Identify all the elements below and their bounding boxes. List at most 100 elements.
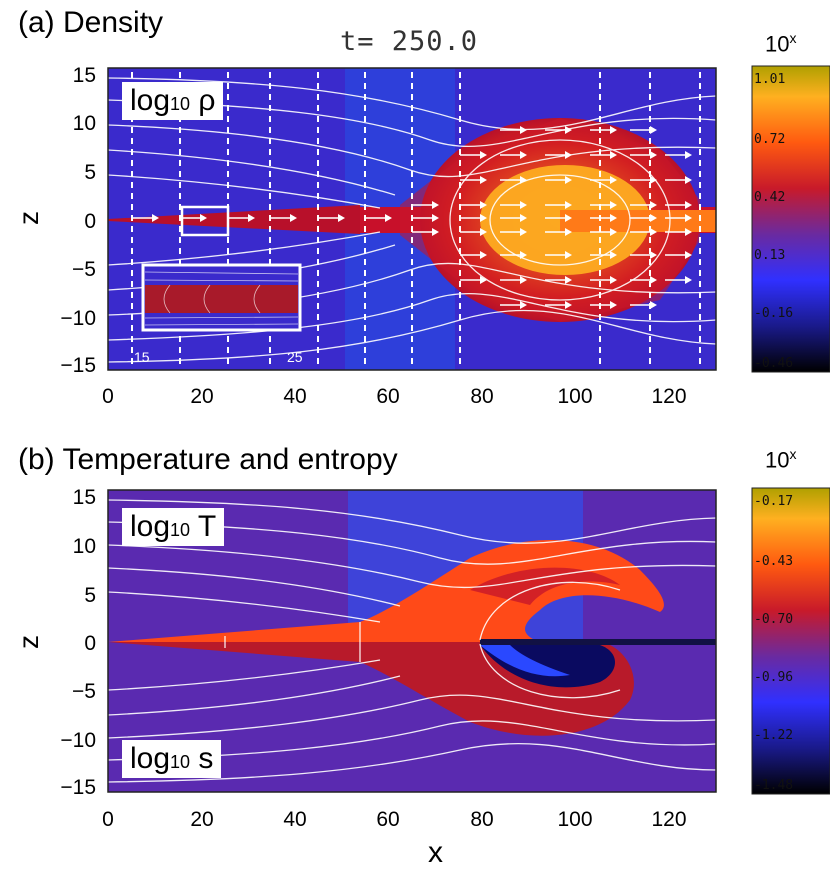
velocity-arrow [665, 151, 692, 159]
colorbar-b-label: 10x [765, 446, 797, 473]
x-tick-b: 120 [651, 808, 687, 831]
y-tick-b: −5 [72, 680, 96, 703]
velocity-arrow [630, 151, 657, 159]
y-tick-a: 15 [72, 64, 96, 87]
x-tick-b: 80 [470, 808, 494, 831]
z-axis-label-a: z [13, 211, 44, 225]
inset-marker [180, 205, 230, 237]
velocity-arrow [412, 201, 439, 209]
velocity-arrow [500, 201, 527, 209]
x-tick-b: 20 [190, 808, 214, 831]
y-tick-b: 10 [72, 535, 96, 558]
x-tick-a: 40 [283, 385, 307, 408]
velocity-arrow [545, 228, 572, 236]
temperature-field-label: log10 T [122, 508, 225, 546]
colorbar-a-tick: -0.16 [754, 306, 794, 321]
velocity-arrow [460, 201, 487, 209]
velocity-arrow [630, 201, 657, 209]
inset-tick-right: 25 [287, 349, 303, 365]
velocity-arrow [365, 214, 392, 222]
velocity-arrow [545, 276, 572, 284]
velocity-arrow [180, 214, 207, 222]
velocity-arrow [270, 214, 297, 222]
velocity-arrow [500, 176, 527, 184]
velocity-arrow [545, 201, 572, 209]
colorbar-b-tick: -0.43 [754, 554, 794, 569]
x-tick-a: 100 [557, 385, 593, 408]
temperature-shell [108, 539, 664, 642]
time-label: t= 250.0 [340, 26, 479, 57]
panel-a-title: (a) Density [18, 6, 164, 39]
density-plot [107, 65, 830, 373]
colorbar-b-tick: -1.22 [754, 728, 794, 743]
velocity-arrow [590, 214, 617, 222]
y-tick-a: 0 [84, 210, 96, 233]
velocity-arrow [590, 251, 617, 259]
velocity-arrow [545, 151, 572, 159]
colorbar-a-tick: 0.13 [754, 248, 786, 263]
y-tick-b: 5 [84, 584, 96, 607]
velocity-arrow [630, 301, 657, 309]
inset-tick-left: 15 [134, 349, 150, 365]
colorbar-b-tick: -0.96 [754, 670, 794, 685]
arrow-grid [132, 126, 692, 309]
velocity-arrow [665, 228, 692, 236]
velocity-arrow [665, 251, 692, 259]
y-tick-a: −10 [60, 307, 96, 330]
x-tick-b: 40 [283, 808, 307, 831]
y-tick-b: −15 [60, 776, 96, 799]
velocity-arrow [665, 214, 692, 222]
x-axis-label: x [428, 836, 443, 869]
velocity-arrow [460, 228, 487, 236]
colorbar-b [751, 487, 830, 795]
y-tick-a: 5 [84, 161, 96, 184]
entropy-field-label: log10 s [122, 740, 222, 778]
y-tick-a: −5 [72, 258, 96, 281]
density-jet [108, 205, 360, 234]
velocity-arrow [500, 276, 527, 284]
y-tick-b: 15 [72, 486, 96, 509]
colorbar-a [751, 65, 830, 373]
y-tick-b: −10 [60, 729, 96, 752]
y-tick-a: −15 [60, 354, 96, 377]
panel-b-title: (b) Temperature and entropy [18, 443, 398, 476]
velocity-arrow [500, 126, 527, 134]
colorbar-a-tick: 0.72 [754, 132, 786, 147]
velocity-arrow [545, 301, 572, 309]
inset-zoom [141, 263, 302, 332]
velocity-arrow [590, 276, 617, 284]
velocity-arrow [228, 214, 255, 222]
velocity-arrow [545, 176, 572, 184]
velocity-arrow [460, 251, 487, 259]
velocity-arrow [460, 214, 487, 222]
colorbar-a-label: 10x [765, 30, 797, 57]
velocity-arrow [590, 176, 617, 184]
colorbar-b-tick: -0.17 [754, 494, 794, 509]
x-tick-a: 120 [651, 385, 687, 408]
colorbar-a-tick: 1.01 [754, 72, 786, 87]
x-tick-a: 20 [190, 385, 214, 408]
z-axis-label-b: z [13, 635, 44, 649]
velocity-arrow [545, 251, 572, 259]
velocity-arrow [630, 126, 657, 134]
velocity-arrow [590, 228, 617, 236]
x-tick-b: 0 [102, 808, 114, 831]
x-tick-b: 100 [557, 808, 593, 831]
velocity-arrow [590, 301, 617, 309]
velocity-arrow [590, 201, 617, 209]
velocity-arrow [460, 276, 487, 284]
velocity-arrow [665, 176, 692, 184]
velocity-arrow [545, 214, 572, 222]
colorbar-a-tick: 0.42 [754, 190, 786, 205]
velocity-arrow [460, 176, 487, 184]
x-tick-b: 60 [376, 808, 400, 831]
density-field-label: log10 ρ [122, 82, 224, 120]
y-tick-b: 0 [84, 632, 96, 655]
velocity-arrow [500, 228, 527, 236]
x-tick-a: 60 [376, 385, 400, 408]
velocity-arrow [500, 151, 527, 159]
x-tick-a: 0 [102, 385, 114, 408]
velocity-arrow [630, 276, 657, 284]
velocity-arrow [665, 276, 692, 284]
velocity-arrow [318, 214, 345, 222]
